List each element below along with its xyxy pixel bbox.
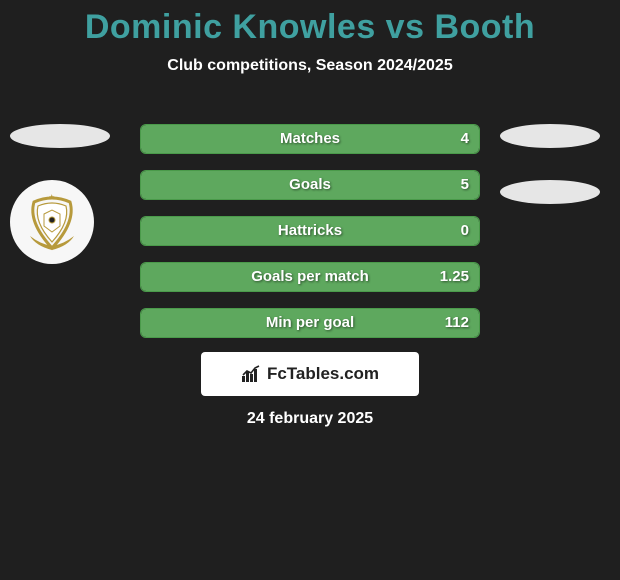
player-b-crest-placeholder — [500, 180, 600, 204]
stat-row-hattricks: Hattricks 0 — [140, 216, 480, 246]
club-crest-icon — [22, 192, 82, 252]
page-title: Dominic Knowles vs Booth — [0, 0, 620, 47]
subtitle: Club competitions, Season 2024/2025 — [0, 57, 620, 75]
stat-label: Goals — [141, 171, 479, 199]
bars-icon — [241, 365, 263, 383]
stat-value: 1.25 — [440, 263, 469, 291]
stat-label: Goals per match — [141, 263, 479, 291]
stat-value: 5 — [461, 171, 469, 199]
date-text: 24 february 2025 — [0, 410, 620, 428]
stat-row-matches: Matches 4 — [140, 124, 480, 154]
stat-label: Hattricks — [141, 217, 479, 245]
stat-row-gpm: Goals per match 1.25 — [140, 262, 480, 292]
brand-label: FcTables.com — [267, 364, 379, 384]
stat-value: 0 — [461, 217, 469, 245]
player-a-name-placeholder — [10, 124, 110, 148]
stat-value: 4 — [461, 125, 469, 153]
stat-label: Min per goal — [141, 309, 479, 337]
stats-panel: Matches 4 Goals 5 Hattricks 0 Goals per … — [140, 124, 480, 354]
brand-badge: FcTables.com — [201, 352, 419, 396]
right-player-column — [500, 124, 600, 236]
player-b-name-placeholder — [500, 124, 600, 148]
stat-label: Matches — [141, 125, 479, 153]
player-a-crest — [10, 180, 94, 264]
stat-row-mpg: Min per goal 112 — [140, 308, 480, 338]
stat-value: 112 — [445, 309, 469, 337]
stat-row-goals: Goals 5 — [140, 170, 480, 200]
brand-text: FcTables.com — [241, 364, 379, 384]
left-player-column — [10, 124, 130, 264]
